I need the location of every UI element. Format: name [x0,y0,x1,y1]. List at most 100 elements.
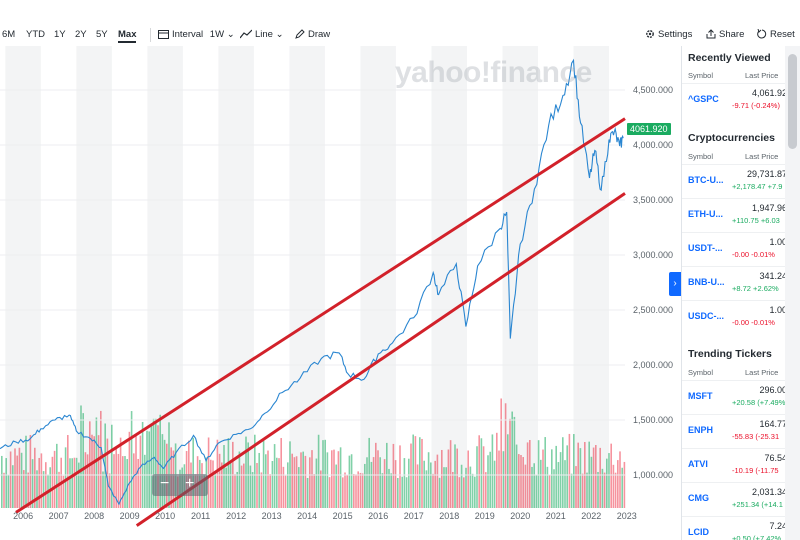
volume-bar [306,477,309,508]
volume-bar [390,473,392,508]
volume-bar [460,464,463,508]
volume-bar [601,468,604,508]
trending-row[interactable]: ENPH 164.77 -55.83 (-25.31 [682,414,800,449]
volume-bar [150,423,153,508]
trending-tickers-title: Trending Tickers [688,348,772,360]
last-price: 296.00 [759,385,787,395]
ticker-symbol[interactable]: ENPH [688,425,714,435]
price-chart[interactable]: 4,500.000 4,000.000 3,500.000 3,000.000 2,50… [0,46,680,540]
crypto-row[interactable]: BTC-U... 29,731.87 +2,178.47 +7.9 [682,164,800,199]
lower-trendline[interactable] [135,192,626,527]
volume-bar [348,455,351,508]
volume-bar [478,435,480,508]
reset-button[interactable]: Reset [757,28,795,40]
volume-bar [14,448,16,508]
volume-bar [471,473,474,508]
volume-bar [427,452,430,508]
share-button[interactable]: Share [706,29,744,40]
trending-row[interactable]: CMG 2,031.34 +251.34 (+14.1 [682,482,800,517]
ticker-symbol[interactable]: ETH-U... [688,209,723,219]
price-chart-svg[interactable]: 4,500.000 4,000.000 3,500.000 3,000.000 2,50… [0,46,680,540]
volume-bar [236,471,238,508]
ticker-symbol[interactable]: USDC-... [688,311,724,321]
volume-bar [311,450,313,508]
ticker-symbol[interactable]: MSFT [688,391,713,401]
volume-bar [269,474,271,508]
price-change: +251.34 (+14.1 [732,500,783,509]
x-tick-label: 2009 [120,511,140,521]
y-tick-label: 1,000.000 [633,470,673,480]
volume-bar [394,460,397,508]
volume-bar [476,446,478,508]
chart-type-selector[interactable]: Line ⌄ [239,29,284,40]
crypto-row[interactable]: BNB-U... 341.24 +8.72 +2.62% [682,266,800,301]
trending-row[interactable]: MSFT 296.00 +20.58 (+7.49% [682,380,800,415]
volume-bar [423,460,425,508]
volume-bar [320,470,322,508]
volume-bar [12,465,14,508]
last-price: 1.00 [769,237,787,247]
draw-button[interactable]: Draw [295,29,330,40]
volume-bar [379,457,381,508]
chart-type-label: Line [255,29,273,40]
range-max-button[interactable]: Max [118,29,137,43]
volume-bar [498,450,500,508]
volume-bar [467,450,469,508]
volume-bar [75,457,78,508]
crypto-row[interactable]: ETH-U... 1,947.96 +110.75 +6.03 [682,198,800,233]
volume-bar [414,436,417,508]
upper-trendline[interactable] [15,117,626,514]
trending-row[interactable]: LCID 7.24 +0.50 (+7.42% [682,516,800,540]
volume-bar [568,433,571,508]
price-change: +2,178.47 +7.9 [732,182,783,191]
volume-bar [133,453,135,508]
year-band [147,46,183,508]
volume-bar [251,472,254,508]
volume-bar [300,452,302,508]
volume-bar [350,454,353,508]
volume-bar [260,472,263,508]
crypto-row[interactable]: USDT-... 1.00 -0.00 -0.01% [682,232,800,267]
recently-viewed-row[interactable]: ^GSPC 4,061.92 -9.71 (-0.24%) [682,83,800,118]
volume-bar [243,463,245,508]
sidebar-toggle-button[interactable]: › [669,272,681,296]
volume-bar [469,466,472,508]
range-2y-button[interactable]: 2Y [75,29,87,40]
settings-button[interactable]: Settings [645,29,692,40]
range-6m-button[interactable]: 6M [2,29,16,40]
ticker-symbol[interactable]: BTC-U... [688,175,724,185]
sidebar-scrollbar[interactable] [785,46,800,540]
ticker-symbol[interactable]: USDT-... [688,243,723,253]
ticker-symbol[interactable]: CMG [688,493,709,503]
ticker-symbol[interactable]: ^GSPC [688,94,719,104]
zoom-in-button[interactable]: + [185,475,195,492]
range-5y-button[interactable]: 5Y [96,29,108,40]
crypto-row[interactable]: USDC-... 1.00 -0.00 -0.01% [682,300,800,335]
last-price: 1.00 [769,305,787,315]
range-ytd-button[interactable]: YTD [26,29,45,40]
volume-bar [27,472,29,508]
volume-bar [67,435,69,508]
volume-bar [34,447,36,508]
volume-bar [408,458,410,508]
volume-bar [377,450,379,508]
ticker-symbol[interactable]: LCID [688,527,709,537]
x-tick-label: 2014 [297,511,317,521]
trending-row[interactable]: ATVI 76.54 -10.19 (-11.75 [682,448,800,483]
chevron-down-icon: ⌄ [226,29,235,40]
ticker-symbol[interactable]: BNB-U... [688,277,725,287]
ticker-symbol[interactable]: ATVI [688,459,708,469]
range-1y-button[interactable]: 1Y [54,29,66,40]
volume-bar [225,467,227,508]
volume-bar [504,403,507,508]
volume-bar [278,458,280,508]
toolbar-divider [150,28,151,42]
zoom-out-button[interactable]: − [160,475,170,492]
year-band [5,46,41,508]
volume-bar [42,471,45,508]
interval-selector[interactable]: Interval 1W ⌄ [158,29,235,40]
volume-bar [573,434,575,508]
volume-bar [128,431,131,508]
volume-bar [361,473,364,508]
scrollbar-thumb[interactable] [788,54,797,149]
